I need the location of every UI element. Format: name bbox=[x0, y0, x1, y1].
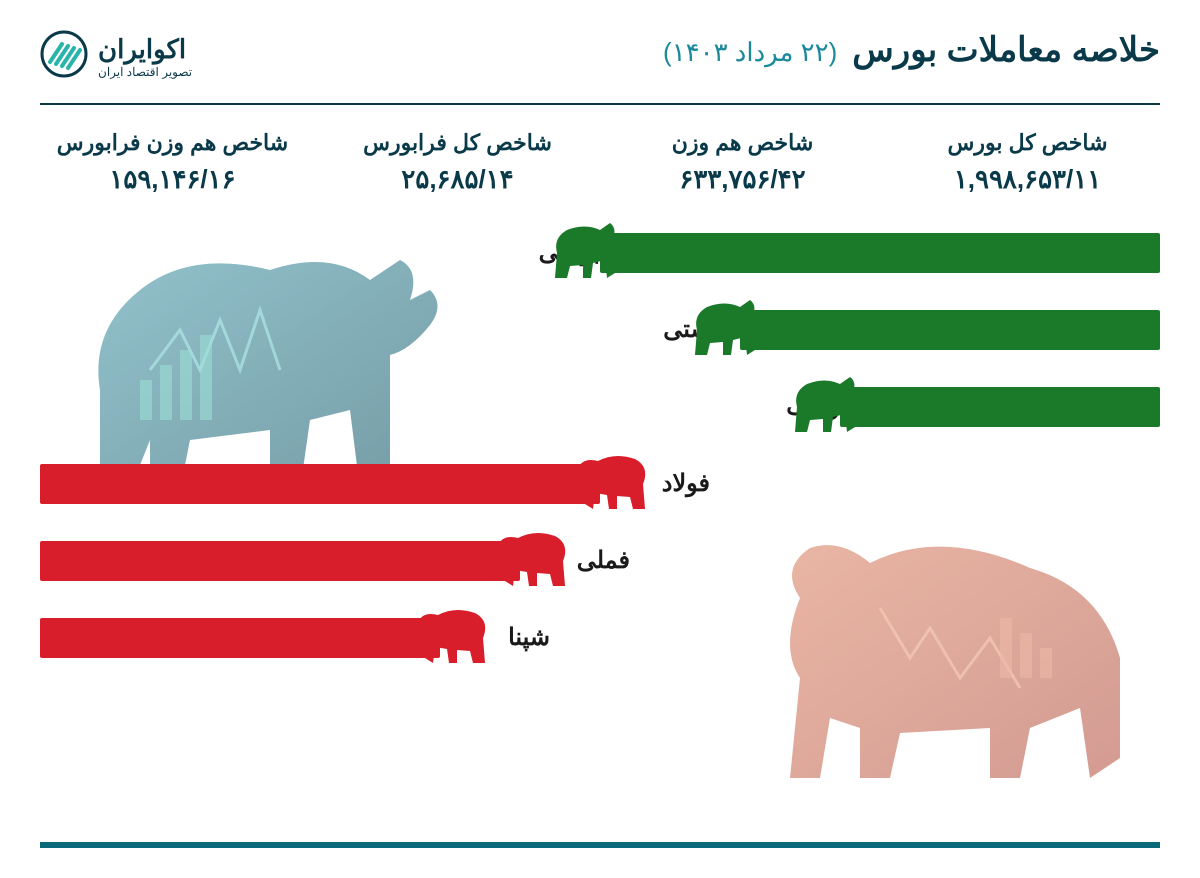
header-divider bbox=[40, 103, 1160, 105]
gainer-bar bbox=[840, 387, 1160, 427]
bars-area: بوعلی حکشتی وبانک فولاد bbox=[40, 225, 1160, 665]
loser-row: فولاد bbox=[40, 456, 1160, 511]
report-date: (۲۲ مرداد ۱۴۰۳) bbox=[663, 37, 837, 68]
gainer-row: وبانک bbox=[40, 379, 1160, 434]
index-item: شاخص کل بورس ۱,۹۹۸,۶۵۳/۱۱ bbox=[895, 130, 1160, 195]
gainer-bar bbox=[740, 310, 1160, 350]
indices-row: شاخص کل بورس ۱,۹۹۸,۶۵۳/۱۱ شاخص هم وزن ۶۳… bbox=[40, 130, 1160, 195]
loser-bar bbox=[40, 618, 440, 658]
bull-icon bbox=[685, 295, 770, 365]
bull-icon bbox=[545, 218, 630, 288]
bull-icon bbox=[785, 372, 870, 442]
logo-icon bbox=[40, 30, 88, 83]
index-value: ۲۵,۶۸۵/۱۴ bbox=[325, 164, 590, 195]
gainer-row: بوعلی bbox=[40, 225, 1160, 280]
bear-icon bbox=[490, 526, 575, 596]
logo: اکوایران تصویر اقتصاد ایران bbox=[40, 30, 192, 83]
header: خلاصه معاملات بورس (۲۲ مرداد ۱۴۰۳) اکوای… bbox=[40, 30, 1160, 103]
bear-icon bbox=[410, 603, 495, 673]
index-item: شاخص کل فرابورس ۲۵,۶۸۵/۱۴ bbox=[325, 130, 590, 195]
bear-icon bbox=[570, 449, 655, 519]
gainer-bar bbox=[600, 233, 1160, 273]
page-title: خلاصه معاملات بورس bbox=[852, 30, 1160, 70]
logo-name: اکوایران bbox=[98, 34, 192, 65]
index-item: شاخص هم وزن ۶۳۳,۷۵۶/۴۲ bbox=[610, 130, 875, 195]
loser-bar bbox=[40, 464, 600, 504]
footer-divider bbox=[40, 842, 1160, 848]
gainer-row: حکشتی bbox=[40, 302, 1160, 357]
loser-bar bbox=[40, 541, 520, 581]
index-label: شاخص کل فرابورس bbox=[325, 130, 590, 156]
index-value: ۱,۹۹۸,۶۵۳/۱۱ bbox=[895, 164, 1160, 195]
index-value: ۱۵۹,۱۴۶/۱۶ bbox=[40, 164, 305, 195]
logo-tagline: تصویر اقتصاد ایران bbox=[98, 65, 192, 79]
index-label: شاخص هم وزن bbox=[610, 130, 875, 156]
index-item: شاخص هم وزن فرابورس ۱۵۹,۱۴۶/۱۶ bbox=[40, 130, 305, 195]
index-value: ۶۳۳,۷۵۶/۴۲ bbox=[610, 164, 875, 195]
index-label: شاخص کل بورس bbox=[895, 130, 1160, 156]
loser-row: شپنا bbox=[40, 610, 1160, 665]
loser-row: فملی bbox=[40, 533, 1160, 588]
index-label: شاخص هم وزن فرابورس bbox=[40, 130, 305, 156]
